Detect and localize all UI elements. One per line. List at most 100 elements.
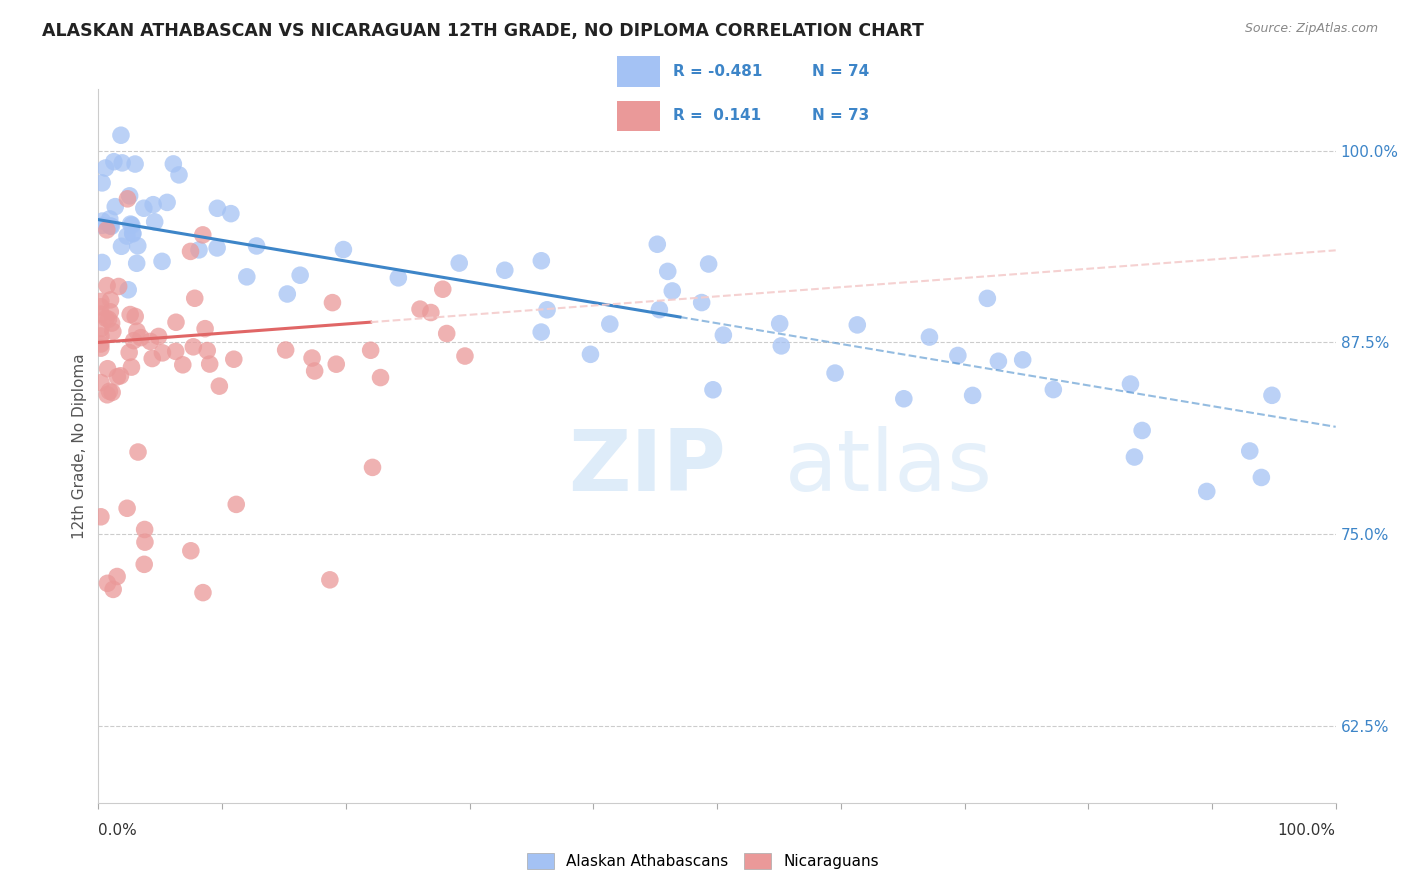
Point [690,295,713,310]
Point [90,321,112,335]
Point [409,302,432,317]
Point [770,339,793,353]
Text: R =  0.141: R = 0.141 [672,109,761,123]
Point [148,329,170,343]
Point [165,315,187,329]
Point [648,302,671,317]
Point [274,343,297,357]
Point [180,543,202,558]
Point [103,154,125,169]
Point [105,369,128,384]
Point [599,317,621,331]
Point [191,585,214,599]
Point [198,357,221,371]
Point [222,352,245,367]
Point [91,219,114,233]
Point [94,161,117,175]
Text: Source: ZipAtlas.com: Source: ZipAtlas.com [1244,22,1378,36]
Point [105,569,128,583]
Point [98,211,121,226]
Point [530,253,553,268]
Point [91,176,114,190]
Point [121,227,143,241]
Text: 0.0%: 0.0% [98,822,138,838]
Text: ZIP: ZIP [568,425,727,509]
Point [288,268,311,283]
Point [195,343,218,358]
Point [96,388,118,402]
Point [208,379,231,393]
Point [121,226,143,240]
Point [191,227,214,242]
Point [661,284,683,298]
Point [107,279,129,293]
Point [100,316,122,330]
Text: N = 74: N = 74 [811,64,869,78]
Point [987,354,1010,368]
Point [165,344,187,359]
Point [110,368,132,383]
Point [846,318,869,332]
Point [167,168,190,182]
Point [184,291,207,305]
Point [132,201,155,215]
Point [360,343,382,358]
Point [134,558,156,572]
Point [100,293,122,307]
Point [129,330,152,344]
Point [96,223,118,237]
Point [454,349,477,363]
Point [645,237,668,252]
Point [125,324,148,338]
Point [1042,383,1064,397]
Point [90,300,112,314]
Point [180,244,202,259]
Point [143,215,166,229]
Point [110,239,132,253]
Point [124,310,146,324]
Point [139,334,162,349]
Point [98,384,121,399]
Point [494,263,516,277]
Point [301,351,323,365]
Point [436,326,458,341]
Point [579,347,602,361]
Point [96,576,118,591]
Point [94,311,117,326]
Point [141,351,163,366]
Point [325,357,347,371]
Point [276,287,298,301]
Point [90,294,112,309]
Text: N = 73: N = 73 [811,109,869,123]
Point [172,358,194,372]
Point [127,239,149,253]
Point [110,128,132,143]
Point [1011,352,1033,367]
Point [156,195,179,210]
Point [104,200,127,214]
Point [1123,450,1146,464]
Point [101,582,124,597]
Point [207,202,229,216]
Point [194,321,217,335]
Point [1239,444,1261,458]
Point [101,325,124,339]
Point [150,254,173,268]
Point [152,346,174,360]
Point [657,264,679,278]
Point [321,295,343,310]
Point [697,257,720,271]
Point [91,214,114,228]
Point [236,269,259,284]
Point [918,330,941,344]
Point [976,291,998,305]
Point [115,229,138,244]
Point [97,361,120,376]
Point [361,460,384,475]
Point [893,392,915,406]
Point [530,325,553,339]
Point [219,207,242,221]
Point [332,243,354,257]
Point [162,157,184,171]
Point [117,283,139,297]
